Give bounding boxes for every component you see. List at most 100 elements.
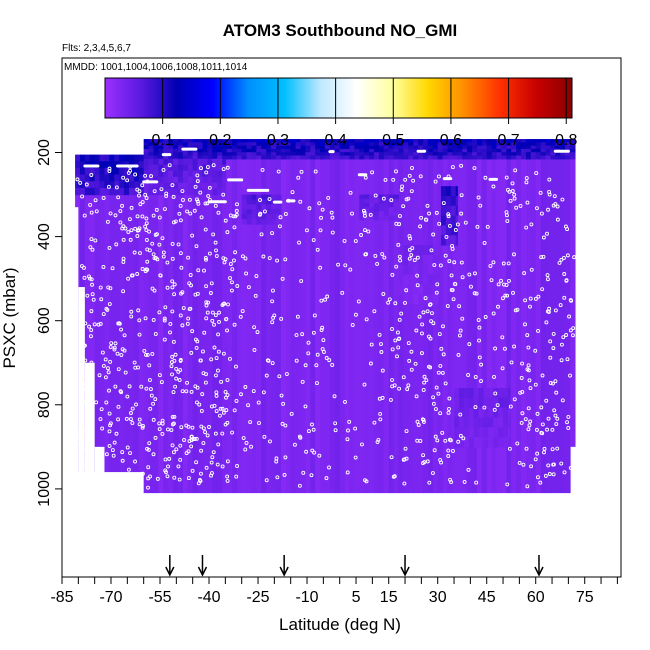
sample-point xyxy=(277,374,282,379)
sample-point xyxy=(525,200,530,205)
sample-point xyxy=(353,426,358,431)
sample-point xyxy=(113,341,118,346)
heatmap-cell xyxy=(427,139,434,143)
sample-point xyxy=(79,410,84,414)
heatmap-column xyxy=(481,158,488,494)
sample-point xyxy=(472,271,477,276)
sample-point xyxy=(187,281,192,286)
sample-point xyxy=(88,334,93,339)
heatmap-cell xyxy=(173,148,179,153)
heatmap-cell xyxy=(403,294,409,305)
heatmap-cell xyxy=(143,188,150,196)
heatmap-cell xyxy=(197,170,204,178)
sample-point xyxy=(149,174,153,179)
sample-point xyxy=(493,391,498,396)
sample-point xyxy=(419,351,424,356)
sample-point xyxy=(327,465,331,470)
sample-point xyxy=(400,184,405,189)
sample-point xyxy=(346,428,350,433)
sample-point xyxy=(422,374,427,379)
sample-point xyxy=(458,328,463,333)
heatmap-cell xyxy=(462,152,468,157)
heatmap-cell xyxy=(334,155,341,160)
sample-point xyxy=(270,231,275,236)
heatmap-cell xyxy=(530,139,537,143)
heatmap-cell xyxy=(450,195,457,207)
heatmap-cell xyxy=(550,152,556,157)
sample-point xyxy=(108,345,113,349)
heatmap-cell xyxy=(207,139,213,143)
heatmap-cell xyxy=(457,152,463,157)
sample-point xyxy=(127,384,132,389)
sample-point xyxy=(512,192,517,197)
heatmap-cell xyxy=(403,274,409,285)
heatmap-cell xyxy=(173,176,179,184)
colorbar-tick-label: 0.4 xyxy=(324,132,346,149)
heatmap-cell xyxy=(295,139,302,143)
sample-point xyxy=(504,175,509,180)
sample-point xyxy=(399,187,404,192)
sample-point xyxy=(300,379,305,384)
sample-point xyxy=(491,184,496,189)
sample-point xyxy=(213,431,218,436)
sample-point xyxy=(448,223,452,228)
heatmap-cell xyxy=(565,139,571,143)
sample-point xyxy=(423,217,428,222)
sample-point xyxy=(235,202,239,207)
heatmap-column xyxy=(173,158,179,494)
sample-point xyxy=(414,328,419,333)
sample-point xyxy=(234,399,239,403)
heatmap-cell xyxy=(261,142,267,147)
heatmap-cell xyxy=(143,148,150,153)
heatmap-cell xyxy=(153,148,159,153)
heatmap-cell xyxy=(168,142,174,147)
sample-point xyxy=(451,297,456,302)
sample-point xyxy=(226,302,230,307)
sample-point xyxy=(377,396,382,401)
heatmap-cell xyxy=(104,187,110,196)
heatmap-cell xyxy=(498,437,504,448)
heatmap-cell xyxy=(329,152,336,157)
heatmap-cell xyxy=(516,142,522,147)
heatmap-cell xyxy=(290,148,297,153)
sample-point xyxy=(249,444,253,449)
heatmap-cell xyxy=(398,148,405,153)
sample-point xyxy=(311,238,316,242)
heatmap-cell xyxy=(437,148,444,153)
sample-point xyxy=(460,316,465,321)
heatmap-cell xyxy=(133,181,140,189)
heatmap-cell xyxy=(246,219,253,225)
heatmap-cell xyxy=(383,215,390,221)
heatmap-cell xyxy=(173,188,179,196)
sample-point xyxy=(101,264,106,269)
heatmap-cell xyxy=(455,195,458,207)
heatmap-cell xyxy=(427,284,434,295)
heatmap-cell xyxy=(472,145,478,150)
colorbar-tick-label: 0.5 xyxy=(382,132,404,149)
heatmap-cell xyxy=(266,142,272,147)
sample-point xyxy=(377,332,382,337)
heatmap-cell xyxy=(217,145,223,150)
heatmap-cell xyxy=(530,152,537,157)
sample-point xyxy=(194,400,199,405)
sample-point xyxy=(519,420,524,425)
heatmap-cell xyxy=(478,437,485,448)
heatmap-cell xyxy=(408,139,414,143)
heatmap-cell xyxy=(378,139,385,143)
heatmap-cell xyxy=(84,181,91,189)
heatmap-cell xyxy=(440,215,447,226)
sample-point xyxy=(425,309,430,314)
sample-point xyxy=(184,423,189,428)
sample-point xyxy=(434,290,439,295)
sample-point xyxy=(157,421,162,426)
heatmap-cell xyxy=(148,164,155,172)
sample-point xyxy=(162,337,167,342)
sample-point xyxy=(128,237,133,242)
sample-point xyxy=(167,163,172,168)
sample-point xyxy=(190,468,195,473)
heatmap-cell xyxy=(168,164,174,172)
x-axis-tick-label: 45 xyxy=(478,589,496,606)
sample-point xyxy=(168,330,172,335)
heatmap-cell xyxy=(153,139,159,143)
heatmap-cell xyxy=(550,145,556,150)
